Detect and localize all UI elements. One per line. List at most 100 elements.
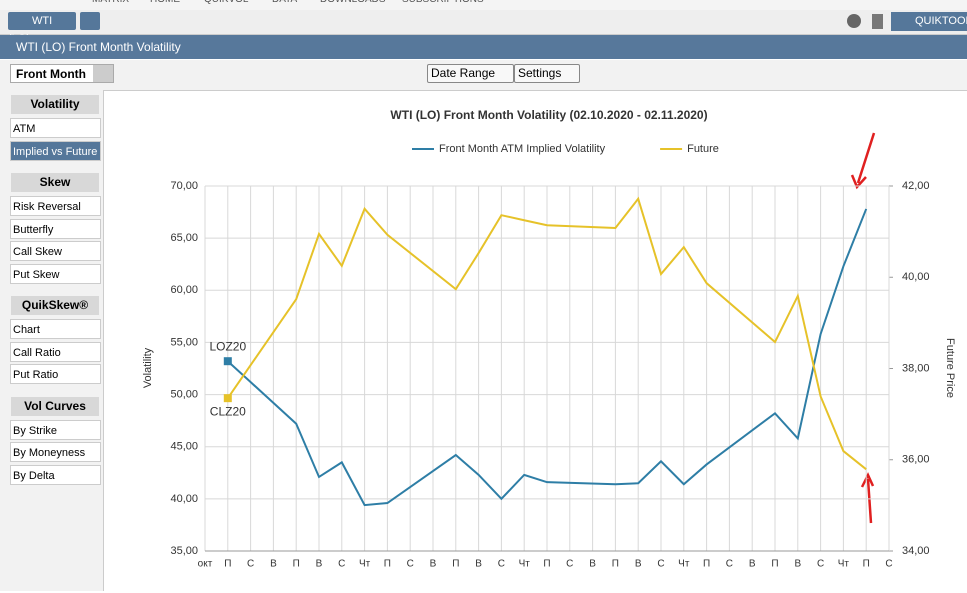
menu-item[interactable]: By Delta [10, 464, 101, 485]
calculator-icon[interactable] [872, 14, 883, 29]
y2-tick-label: 40,00 [902, 271, 930, 283]
x-tick-label: Чт [359, 559, 371, 570]
instrument-button[interactable]: WTI (LO) [8, 12, 76, 45]
nav-tab[interactable]: SUBSCRIPTIONS [402, 0, 484, 5]
menu-item[interactable]: By Strike [10, 419, 101, 440]
section-title: Vol Curves [11, 396, 99, 416]
menu-item[interactable]: Risk Reversal [10, 196, 101, 216]
annotation: LOZ20 [209, 339, 246, 353]
menu-item[interactable]: Call Skew [10, 241, 101, 261]
menu-item[interactable]: Call Ratio [10, 341, 101, 362]
x-tick-label: окт [198, 559, 213, 570]
toolbar: Front Month Date Range Settings [0, 60, 967, 90]
x-tick-label: В [749, 559, 756, 570]
x-tick-label: С [566, 559, 573, 570]
nav-tab[interactable]: DATA [272, 0, 297, 5]
x-tick-label: П [771, 559, 778, 570]
legend-label[interactable]: Front Month ATM Implied Volatility [439, 143, 606, 155]
select-arrow [93, 65, 113, 82]
series-line [226, 196, 867, 471]
series-line [227, 208, 868, 507]
y-tick-label: 40,00 [170, 493, 198, 505]
sidebar: Volatility ATM Implied vs Future Skew Risk R… [0, 90, 103, 591]
y-tick-label: 50,00 [170, 388, 198, 400]
panel-title: WTI (LO) Front Month Volatility [16, 40, 181, 54]
button-label: Date Range [431, 66, 496, 80]
y2-tick-label: 42,00 [902, 180, 930, 192]
menu-item[interactable]: Implied vs Future [10, 140, 101, 161]
x-tick-label: П [384, 559, 391, 570]
x-tick-label: П [863, 559, 870, 570]
nav-tab[interactable]: HOME [150, 0, 180, 5]
x-tick-label: Чт [519, 559, 531, 570]
y-tick-label: 45,00 [170, 441, 198, 453]
y-tick-label: 55,00 [170, 336, 198, 348]
legend-label[interactable]: Future [687, 143, 719, 155]
menu-item[interactable]: By Moneyness [10, 442, 101, 462]
chart-title: WTI (LO) Front Month Volatility (02.10.2… [390, 108, 707, 122]
x-tick-label: П [703, 559, 710, 570]
nav-tab[interactable]: QUIKVOL [204, 0, 248, 5]
x-tick-label: В [475, 559, 482, 570]
section-title: Skew [11, 173, 99, 192]
month-select-label: Front Month [16, 67, 86, 81]
nav-tab[interactable]: DOWNLOADS [320, 0, 386, 5]
x-tick-label: Чт [678, 559, 690, 570]
x-tick-label: С [498, 559, 505, 570]
section-title: QuikSkew® [11, 296, 99, 315]
x-tick-label: С [817, 559, 824, 570]
menu-item[interactable]: ATM [10, 118, 101, 138]
month-select[interactable]: Front Month [10, 64, 114, 83]
x-tick-label: П [293, 559, 300, 570]
date-range-button[interactable]: Date Range [427, 64, 515, 83]
x-tick-label: С [885, 559, 892, 570]
info-icon[interactable] [847, 14, 861, 28]
x-tick-label: В [316, 559, 323, 570]
x-tick-label: П [452, 559, 459, 570]
instrument-bar: WTI (LO) QUIKTOOL [0, 10, 967, 45]
y2-axis-title: Future Price [944, 338, 956, 398]
tool-label: QUIKTOOL [915, 15, 967, 27]
menu-item[interactable]: Butterfly [10, 218, 101, 239]
x-tick-label: В [794, 559, 801, 570]
y-tick-label: 65,00 [170, 232, 198, 244]
annotation: CLZ20 [210, 404, 246, 418]
nav-tab[interactable]: MATRIX [92, 0, 129, 5]
x-tick-label: В [270, 559, 277, 570]
x-tick-label: С [247, 559, 254, 570]
arrow [860, 472, 875, 524]
y2-tick-label: 34,00 [902, 545, 930, 557]
x-tick-label: П [543, 559, 550, 570]
chart-panel: WTI (LO) Front Month Volatility (02.10.2… [103, 90, 967, 591]
x-tick-label: С [407, 559, 414, 570]
chart: WTI (LO) Front Month Volatility (02.10.2… [142, 108, 956, 570]
x-tick-label: В [430, 559, 437, 570]
x-tick-label: С [338, 559, 345, 570]
arrow [850, 132, 876, 190]
x-tick-label: Чт [838, 559, 850, 570]
instrument-dropdown[interactable] [80, 12, 100, 30]
settings-button[interactable]: Settings [514, 64, 581, 83]
start-marker [223, 357, 232, 366]
menu-item[interactable]: Chart [10, 319, 101, 339]
y-tick-label: 70,00 [170, 180, 198, 192]
section-title: Volatility [11, 95, 99, 114]
y2-tick-label: 36,00 [902, 454, 930, 466]
y-tick-label: 60,00 [170, 284, 198, 296]
menu-item[interactable]: Put Ratio [10, 364, 101, 384]
y-tick-label: 35,00 [170, 545, 198, 557]
x-tick-label: С [657, 559, 664, 570]
button-label: Settings [518, 66, 562, 80]
x-tick-label: В [635, 559, 642, 570]
panel-header: WTI (LO) Front Month Volatility [0, 35, 967, 59]
y-axis-title: Volatility [142, 347, 154, 388]
menu-item[interactable]: Put Skew [10, 263, 101, 284]
start-marker [223, 394, 232, 403]
tool-button[interactable]: QUIKTOOL [891, 12, 967, 31]
x-tick-label: П [612, 559, 619, 570]
top-nav: MATRIX HOME QUIKVOL DATA DOWNLOADS SUBSCRIPTI… [0, 0, 967, 10]
y2-tick-label: 38,00 [902, 362, 930, 374]
x-tick-label: П [224, 559, 231, 570]
x-tick-label: С [726, 559, 733, 570]
